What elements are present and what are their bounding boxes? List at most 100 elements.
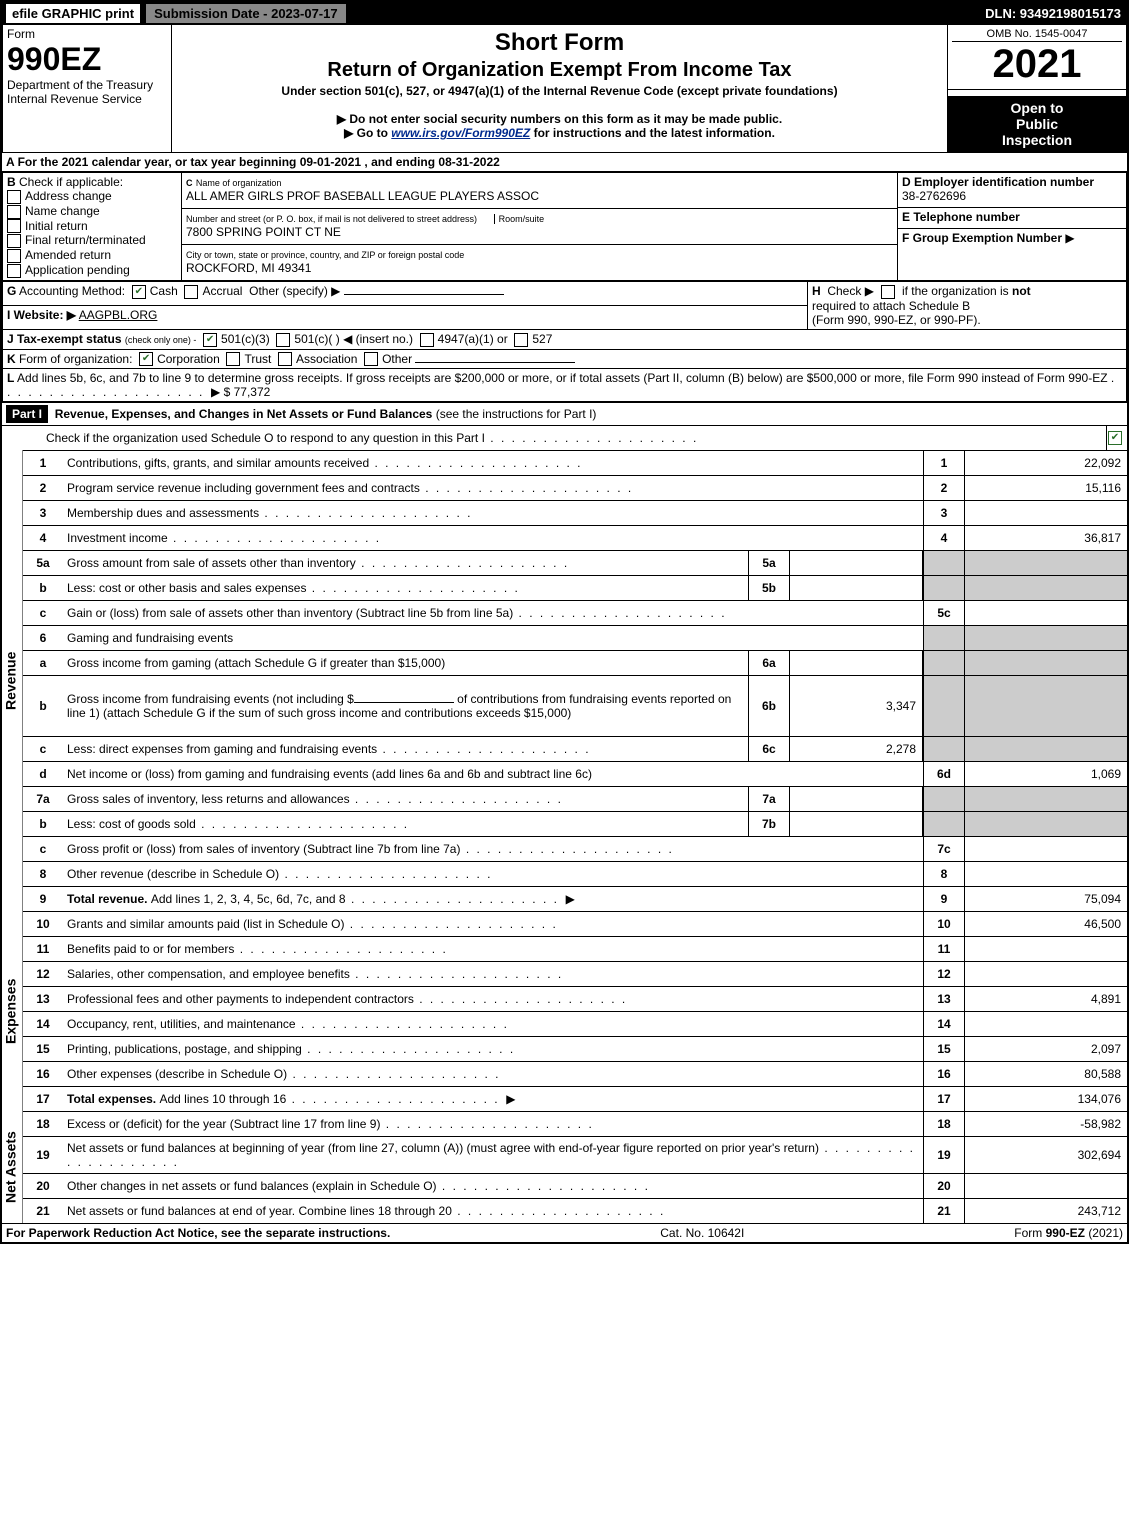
line-7a-sub: 7a (748, 787, 790, 811)
opt-other: Other (specify) ▶ (249, 284, 340, 298)
line-20-desc: Other changes in net assets or fund bala… (63, 1177, 923, 1195)
section-a-label: A (6, 155, 14, 169)
line-16-val: 80,588 (965, 1062, 1127, 1086)
checkbox-cash[interactable] (132, 285, 146, 299)
inspection-line3: Inspection (1002, 132, 1072, 148)
ein-value: 38-2762696 (902, 189, 1122, 203)
part1-check-row: Check if the organization used Schedule … (2, 425, 1127, 450)
submission-date: Submission Date - 2023-07-17 (146, 4, 346, 23)
street-label: Number and street (or P. O. box, if mail… (186, 214, 477, 224)
line-17-desc: Total expenses. Add lines 10 through 16 … (63, 1090, 923, 1108)
line-2-val: 15,116 (965, 476, 1127, 500)
opt-trust: Trust (244, 352, 271, 366)
section-k-label: K (7, 352, 16, 366)
part1-hint: (see the instructions for Part I) (436, 407, 597, 421)
line-13-desc: Professional fees and other payments to … (63, 990, 923, 1008)
line-6a-subval (790, 651, 923, 675)
street-value: 7800 SPRING POINT CT NE (186, 225, 341, 239)
efile-label: efile GRAPHIC print (6, 4, 140, 23)
city-label: City or town, state or province, country… (186, 250, 464, 260)
opt-amended-return: Amended return (25, 248, 111, 262)
section-j-label: J Tax-exempt status (7, 332, 122, 346)
section-f-label: F Group Exemption Number (902, 231, 1062, 245)
checkbox-application-pending[interactable] (7, 264, 21, 278)
checkbox-other-org[interactable] (364, 352, 378, 366)
checkbox-name-change[interactable] (7, 205, 21, 219)
checkbox-amended-return[interactable] (7, 249, 21, 263)
section-h-text3: required to attach Schedule B (812, 299, 970, 313)
line-9-rest: Add lines 1, 2, 3, 4, 5c, 6d, 7c, and 8 (151, 892, 559, 906)
checkbox-address-change[interactable] (7, 190, 21, 204)
section-f-arrow: ▶ (1065, 231, 1074, 245)
website-value[interactable]: AAGPBL.ORG (79, 308, 158, 322)
checkbox-association[interactable] (278, 352, 292, 366)
checkbox-4947[interactable] (420, 333, 434, 347)
section-e-label: E Telephone number (902, 210, 1122, 224)
city-value: ROCKFORD, MI 49341 (186, 261, 311, 275)
checkbox-final-return[interactable] (7, 234, 21, 248)
footer-right-post: (2021) (1088, 1226, 1123, 1240)
checkbox-accrual[interactable] (184, 285, 198, 299)
line-5c-main: 5c (923, 601, 965, 625)
top-bar: efile GRAPHIC print Submission Date - 20… (2, 2, 1127, 24)
line-12-val (965, 962, 1127, 986)
checkbox-trust[interactable] (226, 352, 240, 366)
footer-middle: Cat. No. 10642I (660, 1226, 744, 1240)
gross-receipts-value: 77,372 (234, 385, 271, 399)
line-7c-main: 7c (923, 837, 965, 861)
line-5a-desc: Gross amount from sale of assets other t… (63, 554, 748, 572)
line-14-desc: Occupancy, rent, utilities, and maintena… (63, 1015, 923, 1033)
line-4-val: 36,817 (965, 526, 1127, 550)
section-l-label: L (7, 371, 14, 385)
opt-association: Association (296, 352, 357, 366)
line-6b-subval: 3,347 (790, 676, 923, 736)
line-10-val: 46,500 (965, 912, 1127, 936)
line-18-desc: Excess or (deficit) for the year (Subtra… (63, 1115, 923, 1133)
checkbox-schedule-b[interactable] (881, 285, 895, 299)
checkbox-501c3[interactable] (203, 333, 217, 347)
line-20-val (965, 1174, 1127, 1198)
line-15-val: 2,097 (965, 1037, 1127, 1061)
footer-right-pre: Form (1014, 1226, 1045, 1240)
title-short-form: Short Form (176, 29, 943, 57)
irs-label: Internal Revenue Service (7, 92, 167, 106)
header-table: Form 990EZ Department of the Treasury In… (2, 24, 1127, 153)
line-1-val: 22,092 (965, 451, 1127, 475)
checkbox-corporation[interactable] (139, 352, 153, 366)
line-15-desc: Printing, publications, postage, and shi… (63, 1040, 923, 1058)
line-14-val (965, 1012, 1127, 1036)
checkbox-schedule-o-used[interactable] (1108, 431, 1122, 445)
footer-left: For Paperwork Reduction Act Notice, see … (6, 1226, 390, 1240)
opt-final-return: Final return/terminated (25, 233, 146, 247)
line-13-val: 4,891 (965, 987, 1127, 1011)
omb-number: OMB No. 1545-0047 (952, 27, 1122, 42)
line-19-desc: Net assets or fund balances at beginning… (63, 1139, 923, 1171)
line-8-val (965, 862, 1127, 886)
line-21-desc: Net assets or fund balances at end of ye… (63, 1202, 923, 1220)
line-6d-val: 1,069 (965, 762, 1127, 786)
line-2-desc: Program service revenue including govern… (63, 479, 923, 497)
line-16-desc: Other expenses (describe in Schedule O) (63, 1065, 923, 1083)
line-7a-desc: Gross sales of inventory, less returns a… (63, 790, 748, 808)
checkbox-initial-return[interactable] (7, 219, 21, 233)
checkbox-527[interactable] (514, 333, 528, 347)
section-l-text: Add lines 5b, 6c, and 7b to line 9 to de… (17, 371, 1108, 385)
line-5b-sub: 5b (748, 576, 790, 600)
irs-link[interactable]: www.irs.gov/Form990EZ (391, 126, 530, 140)
opt-other-org: Other (382, 352, 412, 366)
opt-4947: 4947(a)(1) or (438, 332, 508, 346)
line-6d-main: 6d (923, 762, 965, 786)
line-17-val: 134,076 (965, 1087, 1127, 1111)
line-6b-sub: 6b (748, 676, 790, 736)
line-7b-desc: Less: cost of goods sold (63, 815, 748, 833)
line-5a-sub: 5a (748, 551, 790, 575)
opt-corporation: Corporation (157, 352, 220, 366)
line-6b-pre: Gross income from fundraising events (no… (67, 692, 354, 706)
expenses-label: Expenses (3, 979, 19, 1044)
line-9-bold: Total revenue. (67, 892, 151, 906)
org-info-table: B Check if applicable: Address change Na… (2, 172, 1127, 281)
line-6c-desc: Less: direct expenses from gaming and fu… (63, 740, 748, 758)
checkbox-501c[interactable] (276, 333, 290, 347)
section-b-label: B (7, 175, 16, 189)
line-3-desc: Membership dues and assessments (63, 504, 923, 522)
